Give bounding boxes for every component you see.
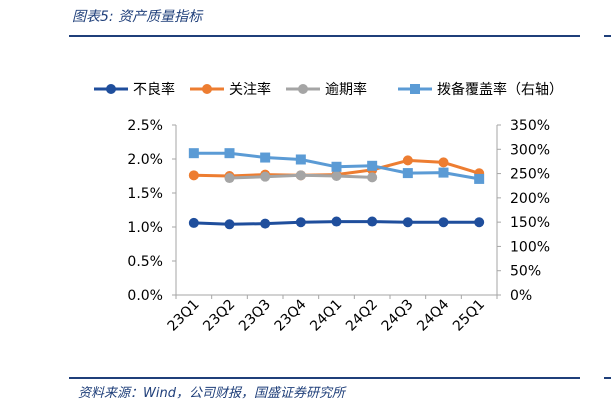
x-tick-label: 23Q4 — [272, 296, 310, 334]
x-tick-label: 23Q2 — [200, 297, 238, 335]
legend-swatch-marker — [106, 84, 116, 94]
data-point — [188, 170, 199, 181]
data-point — [224, 148, 235, 159]
y-right-tick-label: 200% — [510, 191, 550, 207]
x-tick-label: 23Q1 — [165, 297, 203, 335]
x-tick-label: 23Q3 — [236, 297, 274, 335]
data-point — [224, 219, 235, 230]
x-tick-label: 24Q2 — [343, 297, 381, 335]
legend-swatch-marker — [202, 84, 212, 94]
legend: 不良率 关注率 逾期率 拨备覆盖率（右轴） — [94, 81, 563, 98]
y-right-tick-label: 300% — [510, 142, 550, 158]
data-point — [402, 155, 413, 166]
data-point — [367, 172, 378, 183]
data-point — [438, 167, 449, 178]
x-tick-label: 25Q1 — [450, 297, 488, 335]
data-point — [474, 173, 485, 184]
data-point — [438, 157, 449, 168]
y-right-tick-label: 250% — [510, 167, 550, 183]
data-point — [188, 148, 199, 159]
y-left-tick-label: 2.0% — [127, 152, 163, 168]
series-layer — [188, 148, 485, 230]
legend-label: 关注率 — [229, 81, 271, 98]
top-rule — [69, 35, 580, 37]
data-point — [188, 217, 199, 228]
data-point — [474, 217, 485, 228]
data-point — [260, 171, 271, 182]
legend-label: 不良率 — [133, 81, 175, 98]
source-note: 资料来源：Wind，公司财报，国盛证券研究所 — [78, 386, 345, 401]
y-right-tick-label: 150% — [510, 215, 550, 231]
y-left-tick-label: 0.0% — [127, 288, 163, 304]
legend-label: 逾期率 — [325, 81, 367, 98]
bottom-rule — [69, 377, 580, 379]
y-left-tick-label: 2.5% — [127, 118, 163, 134]
data-point — [438, 217, 449, 228]
data-point — [331, 171, 342, 181]
x-tick-label: 24Q4 — [414, 296, 452, 334]
data-point — [402, 168, 413, 179]
top-rule-tail — [604, 35, 611, 37]
y-right-tick-label: 50% — [510, 264, 541, 280]
y-right-tick-label: 350% — [510, 118, 550, 134]
x-tick-label: 24Q3 — [379, 297, 417, 335]
data-point — [367, 216, 378, 227]
legend-label: 拨备覆盖率（右轴） — [437, 81, 563, 98]
legend-swatch-marker — [410, 84, 420, 94]
data-point — [331, 216, 342, 227]
y-right-tick-label: 0% — [510, 288, 532, 304]
data-point — [295, 170, 306, 181]
data-point — [260, 152, 271, 163]
data-point — [402, 217, 413, 228]
data-point — [260, 218, 271, 229]
data-point — [367, 160, 378, 171]
data-point — [295, 154, 306, 165]
data-point — [224, 173, 235, 184]
data-point — [331, 161, 342, 172]
x-tick-label: 24Q1 — [307, 297, 345, 335]
data-point — [295, 217, 306, 228]
legend-swatch-marker — [298, 84, 308, 94]
y-right-tick-label: 100% — [510, 239, 550, 255]
y-left-tick-label: 1.0% — [127, 220, 163, 236]
y-left-tick-label: 1.5% — [127, 186, 163, 202]
figure-title: 图表5: 资产质量指标 — [72, 9, 203, 25]
bottom-rule-tail — [604, 377, 611, 379]
y-left-tick-label: 0.5% — [127, 254, 163, 270]
